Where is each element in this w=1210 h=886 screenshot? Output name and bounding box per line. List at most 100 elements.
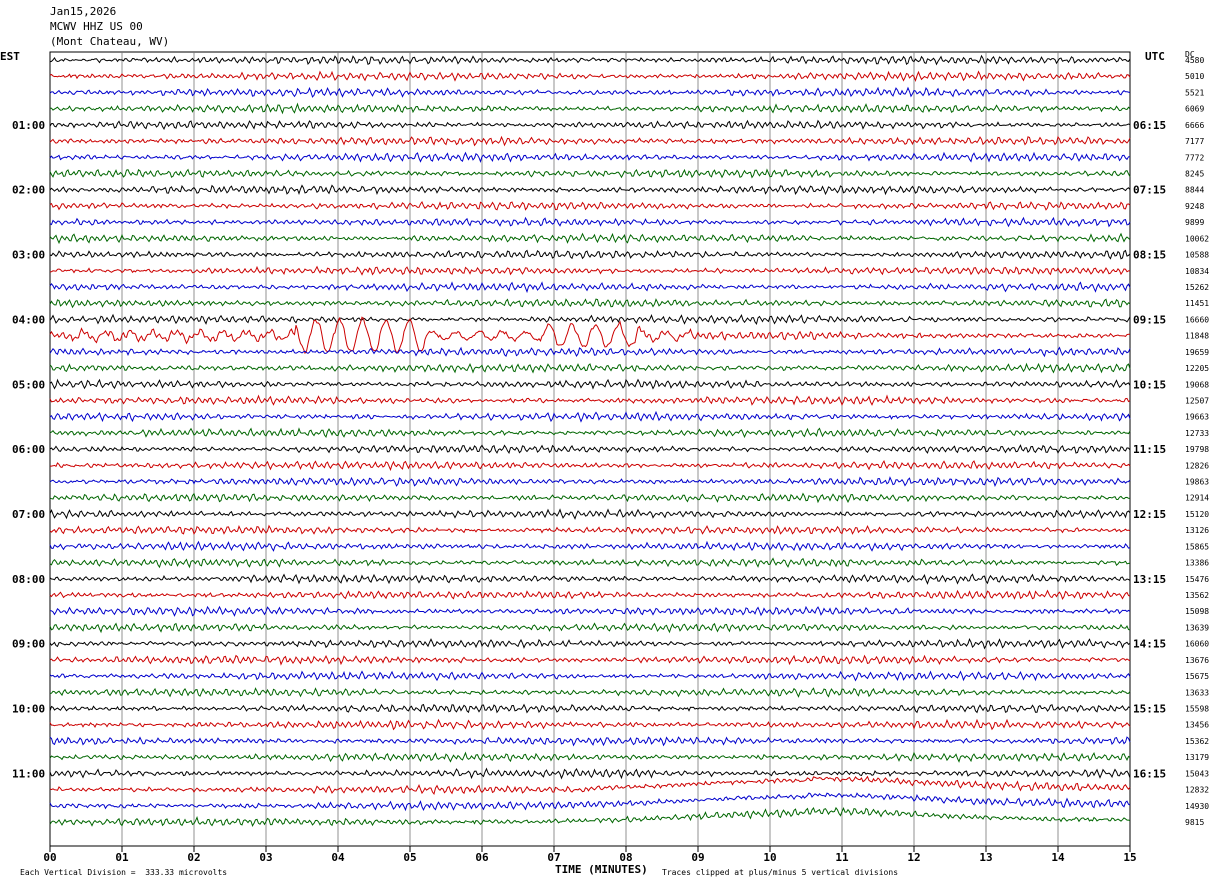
trace-18	[49, 346, 1131, 358]
dc-value-4: 6666	[1185, 121, 1204, 130]
trace-12	[49, 249, 1131, 260]
x-tick-label-02: 02	[187, 851, 200, 864]
trace-44	[49, 767, 1131, 780]
utc-hour-label-06:15: 06:15	[1133, 119, 1166, 132]
x-tick-label-01: 01	[115, 851, 129, 864]
trace-1	[49, 70, 1131, 83]
dc-value-46: 14930	[1185, 802, 1209, 811]
utc-hour-label-12:15: 12:15	[1133, 508, 1166, 521]
trace-2	[49, 86, 1131, 98]
x-tick-label-11: 11	[835, 851, 849, 864]
dc-value-28: 15120	[1185, 510, 1209, 519]
trace-16	[49, 313, 1131, 326]
dc-value-33: 13562	[1185, 591, 1209, 600]
utc-hour-label-09:15: 09:15	[1133, 313, 1166, 326]
dc-value-29: 13126	[1185, 526, 1209, 535]
trace-6	[49, 151, 1131, 164]
plot-frame	[49, 51, 1131, 847]
dc-value-44: 15043	[1185, 769, 1209, 778]
x-tick-label-14: 14	[1051, 851, 1065, 864]
dc-value-7: 8245	[1185, 169, 1204, 178]
x-axis-title: TIME (MINUTES)	[555, 863, 648, 876]
dc-value-13: 10834	[1185, 267, 1209, 276]
scale-note: Each Vertical Division = 333.33 microvol…	[20, 868, 228, 877]
trace-40	[49, 703, 1131, 714]
utc-hour-label-07:15: 07:15	[1133, 184, 1166, 197]
dc-value-8: 8844	[1185, 186, 1204, 195]
dc-value-0: 4580	[1185, 56, 1204, 65]
right-zone-label: UTC	[1145, 50, 1165, 63]
trace-36	[49, 638, 1131, 650]
header-station: MCWV HHZ US 00	[50, 20, 143, 33]
trace-31	[49, 557, 1131, 569]
trace-4	[49, 119, 1131, 130]
trace-5	[49, 135, 1131, 147]
x-tick-label-07: 07	[547, 851, 560, 864]
est-hour-label-10:00: 10:00	[12, 703, 45, 716]
utc-hour-label-10:15: 10:15	[1133, 378, 1166, 391]
dc-value-45: 12832	[1185, 786, 1209, 795]
trace-20	[49, 378, 1131, 390]
dc-value-47: 9815	[1185, 818, 1204, 827]
dc-value-17: 11848	[1185, 332, 1209, 341]
trace-15	[49, 298, 1131, 309]
trace-43	[49, 751, 1131, 763]
trace-35	[49, 622, 1131, 634]
trace-14	[49, 281, 1131, 294]
trace-22	[49, 410, 1131, 423]
dc-value-6: 7772	[1185, 153, 1204, 162]
est-hour-label-09:00: 09:00	[12, 638, 45, 651]
trace-8	[49, 184, 1131, 196]
trace-11	[49, 232, 1131, 245]
utc-hour-label-08:15: 08:15	[1133, 249, 1166, 262]
utc-hour-label-13:15: 13:15	[1133, 573, 1166, 586]
x-tick-label-09: 09	[691, 851, 704, 864]
dc-value-40: 15598	[1185, 705, 1209, 714]
trace-34	[49, 605, 1131, 617]
est-hour-label-03:00: 03:00	[12, 249, 45, 262]
trace-30	[49, 540, 1131, 552]
x-tick-label-10: 10	[763, 851, 776, 864]
trace-28	[49, 508, 1131, 520]
header-location: (Mont Chateau, WV)	[50, 35, 170, 48]
dc-value-23: 12733	[1185, 429, 1209, 438]
trace-41	[49, 718, 1131, 731]
utc-hour-label-15:15: 15:15	[1133, 703, 1166, 716]
dc-label: DC	[1185, 50, 1195, 59]
dc-value-15: 11451	[1185, 299, 1209, 308]
header-date: Jan15,2026	[50, 5, 117, 18]
trace-37	[49, 654, 1131, 666]
trace-24	[49, 444, 1131, 455]
est-hour-label-02:00: 02:00	[12, 184, 45, 197]
dc-value-26: 19863	[1185, 478, 1209, 487]
trace-45	[49, 775, 1131, 796]
dc-value-37: 13676	[1185, 656, 1209, 665]
trace-27	[49, 492, 1131, 504]
dc-value-41: 13456	[1185, 721, 1209, 730]
trace-47	[49, 806, 1131, 828]
trace-0	[49, 54, 1131, 66]
dc-value-20: 19068	[1185, 380, 1209, 389]
est-hour-label-01:00: 01:00	[12, 119, 45, 132]
trace-19	[49, 362, 1131, 374]
trace-25	[50, 459, 1131, 472]
trace-7	[49, 168, 1131, 179]
dc-value-43: 13179	[1185, 753, 1209, 762]
dc-value-1: 5010	[1185, 72, 1204, 81]
x-tick-label-13: 13	[979, 851, 992, 864]
dc-value-10: 9899	[1185, 218, 1204, 227]
dc-value-31: 13386	[1185, 559, 1209, 568]
dc-value-2: 5521	[1185, 88, 1204, 97]
utc-hour-label-14:15: 14:15	[1133, 638, 1166, 651]
x-tick-label-12: 12	[907, 851, 920, 864]
est-hour-label-08:00: 08:00	[12, 573, 45, 586]
utc-hour-label-16:15: 16:15	[1133, 767, 1166, 780]
dc-value-21: 12507	[1185, 396, 1209, 405]
dc-value-16: 16660	[1185, 315, 1209, 324]
trace-33	[49, 589, 1131, 601]
dc-value-30: 15865	[1185, 542, 1209, 551]
trace-13	[49, 265, 1131, 276]
dc-value-18: 19659	[1185, 348, 1209, 357]
x-tick-label-04: 04	[331, 851, 345, 864]
trace-46	[49, 792, 1131, 812]
